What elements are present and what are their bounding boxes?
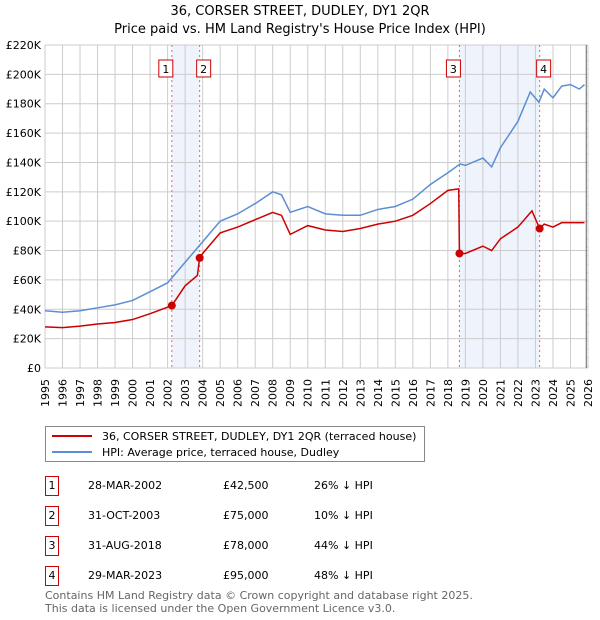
x-tick-label: 2006 — [232, 379, 245, 407]
sale-marker-badge: 3 — [45, 536, 59, 556]
footer-line: Contains HM Land Registry data © Crown c… — [45, 589, 473, 602]
x-tick-label: 2019 — [459, 379, 472, 407]
x-tick-label: 1998 — [92, 379, 105, 407]
sale-point — [195, 253, 204, 262]
x-tick-label: 2020 — [477, 379, 490, 407]
x-tick-label: 2004 — [197, 379, 210, 407]
y-tick-label: £60K — [13, 274, 42, 287]
sale-date: 29-MAR-2023 — [88, 569, 163, 582]
legend-label: 36, CORSER STREET, DUDLEY, DY1 2QR (terr… — [102, 429, 417, 443]
table-row: 3 31-AUG-2018 £78,000 44% ↓ HPI — [45, 536, 545, 556]
sale-point — [167, 301, 176, 310]
x-tick-label: 2009 — [284, 379, 297, 407]
legend-item-property: 36, CORSER STREET, DUDLEY, DY1 2QR (terr… — [52, 428, 416, 444]
sale-label: 1 — [162, 63, 169, 76]
series-line — [44, 83, 585, 313]
sale-hpi-diff: 10% ↓ HPI — [314, 509, 373, 522]
x-tick-label: 2000 — [127, 379, 140, 407]
x-tick-label: 2001 — [144, 379, 157, 407]
x-tick-label: 2016 — [407, 379, 420, 407]
x-tick-label: 2012 — [337, 379, 350, 407]
x-tick-label: 2003 — [179, 379, 192, 407]
table-row: 1 28-MAR-2002 £42,500 26% ↓ HPI — [45, 476, 545, 496]
x-tick-label: 1995 — [39, 379, 52, 407]
y-tick-label: £80K — [13, 245, 42, 258]
sale-hpi-diff: 44% ↓ HPI — [314, 539, 373, 552]
sale-marker-badge: 4 — [45, 566, 59, 586]
y-tick-label: £100K — [6, 215, 42, 228]
sale-price: £75,000 — [223, 509, 269, 522]
y-tick-label: £180K — [6, 98, 42, 111]
future-hatch — [586, 45, 588, 368]
chart-subtitle: Price paid vs. HM Land Registry's House … — [114, 22, 486, 37]
legend-swatch-red — [52, 435, 92, 437]
sale-point — [455, 249, 464, 258]
sale-price: £42,500 — [223, 479, 269, 492]
x-tick-label: 2007 — [249, 379, 262, 407]
table-row: 4 29-MAR-2023 £95,000 48% ↓ HPI — [45, 566, 545, 586]
x-tick-label: 2021 — [494, 379, 507, 407]
sale-label: 4 — [540, 63, 547, 76]
x-tick-label: 2026 — [582, 379, 595, 407]
legend-item-hpi: HPI: Average price, terraced house, Dudl… — [52, 444, 416, 460]
x-tick-label: 2011 — [319, 379, 332, 407]
shaded-period — [459, 45, 540, 368]
sale-price: £78,000 — [223, 539, 269, 552]
sale-price: £95,000 — [223, 569, 269, 582]
sale-hpi-diff: 48% ↓ HPI — [314, 569, 373, 582]
sale-date: 31-AUG-2018 — [88, 539, 162, 552]
x-tick-label: 2017 — [424, 379, 437, 407]
y-tick-label: £0 — [27, 362, 41, 375]
x-tick-label: 2005 — [214, 379, 227, 407]
footer: Contains HM Land Registry data © Crown c… — [45, 589, 473, 615]
legend: 36, CORSER STREET, DUDLEY, DY1 2QR (terr… — [45, 426, 426, 462]
x-tick-label: 2010 — [302, 379, 315, 407]
x-tick-label: 1996 — [57, 379, 70, 407]
sale-label: 3 — [450, 63, 457, 76]
sale-point — [535, 224, 544, 233]
x-tick-label: 2013 — [354, 379, 367, 407]
x-tick-label: 1997 — [74, 379, 87, 407]
price-chart: 1995 1996 1997 1998 1999 2000 2001 2002 2003 2004… — [6, 39, 595, 407]
x-tick-label: 1999 — [109, 379, 122, 407]
shaded-period — [171, 45, 200, 368]
sale-label-box — [196, 59, 212, 78]
y-tick-label: £120K — [6, 186, 42, 199]
y-tick-label: £220K — [6, 39, 42, 52]
sale-label-box — [445, 59, 461, 78]
x-tick-label: 2023 — [529, 379, 542, 407]
sale-label-box — [158, 59, 174, 78]
x-tick-label: 2022 — [512, 379, 525, 407]
sale-date: 31-OCT-2003 — [88, 509, 161, 522]
y-tick-label: £200K — [6, 68, 42, 81]
x-tick-label: 2015 — [389, 379, 402, 407]
y-tick-label: £40K — [13, 303, 42, 316]
sale-label: 2 — [200, 63, 207, 76]
table-row: 2 31-OCT-2003 £75,000 10% ↓ HPI — [45, 506, 545, 526]
y-tick-label: £160K — [6, 127, 42, 140]
x-tick-label: 2024 — [547, 379, 560, 407]
sale-date: 28-MAR-2002 — [88, 479, 163, 492]
sale-marker-badge: 2 — [45, 506, 59, 526]
chart-title: 36, CORSER STREET, DUDLEY, DY1 2QR — [170, 4, 430, 19]
sale-marker-badge: 1 — [45, 476, 59, 496]
sale-label-box — [536, 59, 552, 78]
legend-label: HPI: Average price, terraced house, Dudl… — [102, 445, 340, 459]
legend-swatch-blue — [52, 451, 92, 453]
x-tick-label: 2018 — [442, 379, 455, 407]
x-tick-label: 2008 — [267, 379, 280, 407]
y-tick-label: £20K — [13, 333, 42, 346]
footer-line: This data is licensed under the Open Gov… — [45, 602, 396, 615]
x-tick-label: 2002 — [162, 379, 175, 407]
series-line — [44, 188, 585, 329]
y-tick-label: £140K — [6, 156, 42, 169]
x-tick-label: 2014 — [372, 379, 385, 407]
x-tick-label: 2025 — [564, 379, 577, 407]
sale-hpi-diff: 26% ↓ HPI — [314, 479, 373, 492]
